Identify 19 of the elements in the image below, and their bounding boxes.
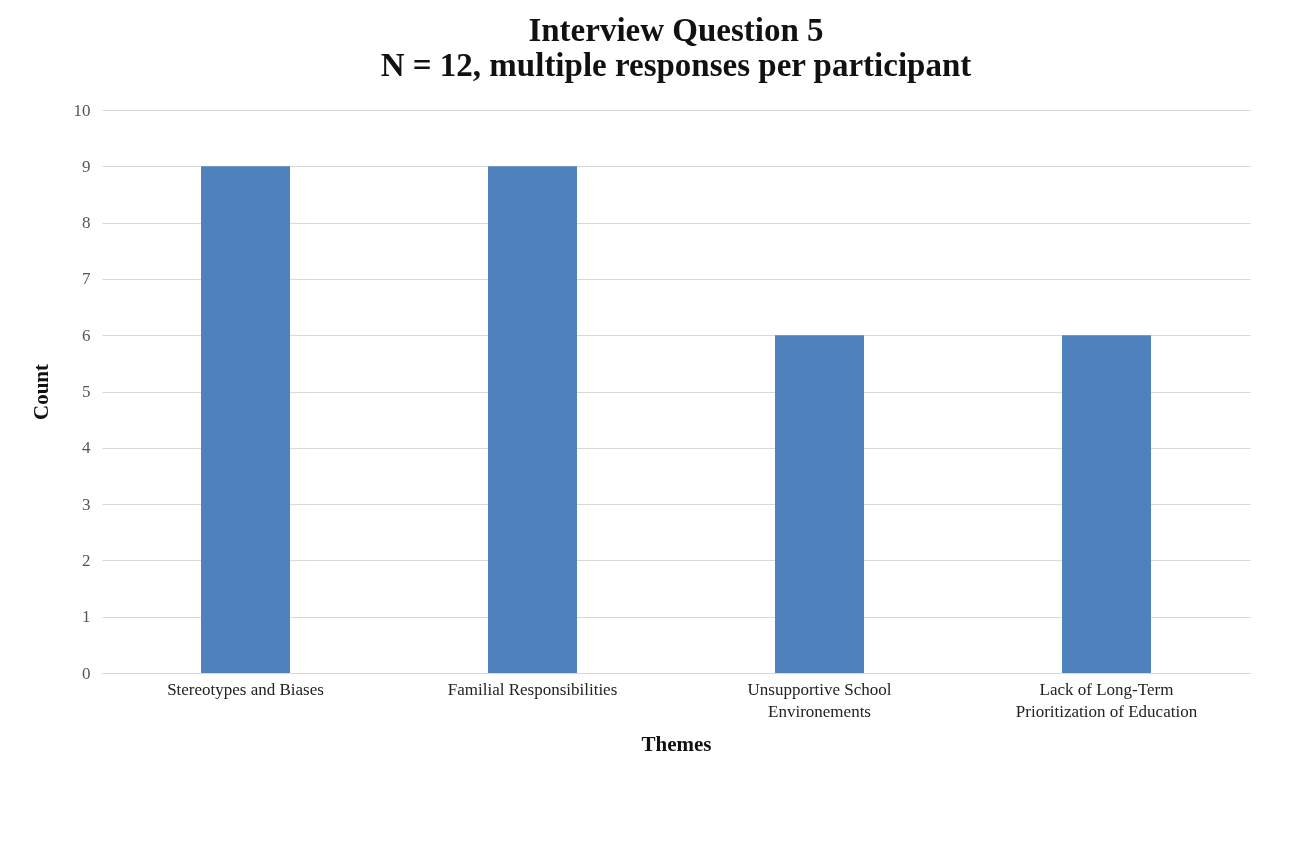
y-axis-title: Count <box>28 363 53 421</box>
chart-subtitle: N = 12, multiple responses per participant <box>380 47 972 83</box>
y-tick-label: 9 <box>82 156 91 176</box>
y-tick-label: 1 <box>82 607 91 627</box>
y-tick-label: 7 <box>82 269 91 289</box>
x-tick-label: Stereotypes and Biases <box>167 679 324 699</box>
y-tick-label: 6 <box>82 325 91 345</box>
y-tick-label: 3 <box>82 494 91 514</box>
y-tick-label: 4 <box>82 438 91 458</box>
x-tick-label: Familial Responsibilities <box>447 679 618 699</box>
x-tick-label: Unsupportive School Environements <box>747 679 892 721</box>
y-tick-label: 8 <box>82 213 91 233</box>
x-tick-label: Lack of Long-Term Prioritization of Education <box>1015 679 1198 721</box>
chart-title: Interview Question 5 <box>528 12 824 48</box>
x-axis-title: Themes <box>641 731 712 756</box>
y-tick-label: 2 <box>82 550 91 570</box>
y-tick-label: 5 <box>82 382 91 401</box>
y-tick-label: 10 <box>73 100 91 120</box>
y-tick-label: 0 <box>82 663 91 683</box>
